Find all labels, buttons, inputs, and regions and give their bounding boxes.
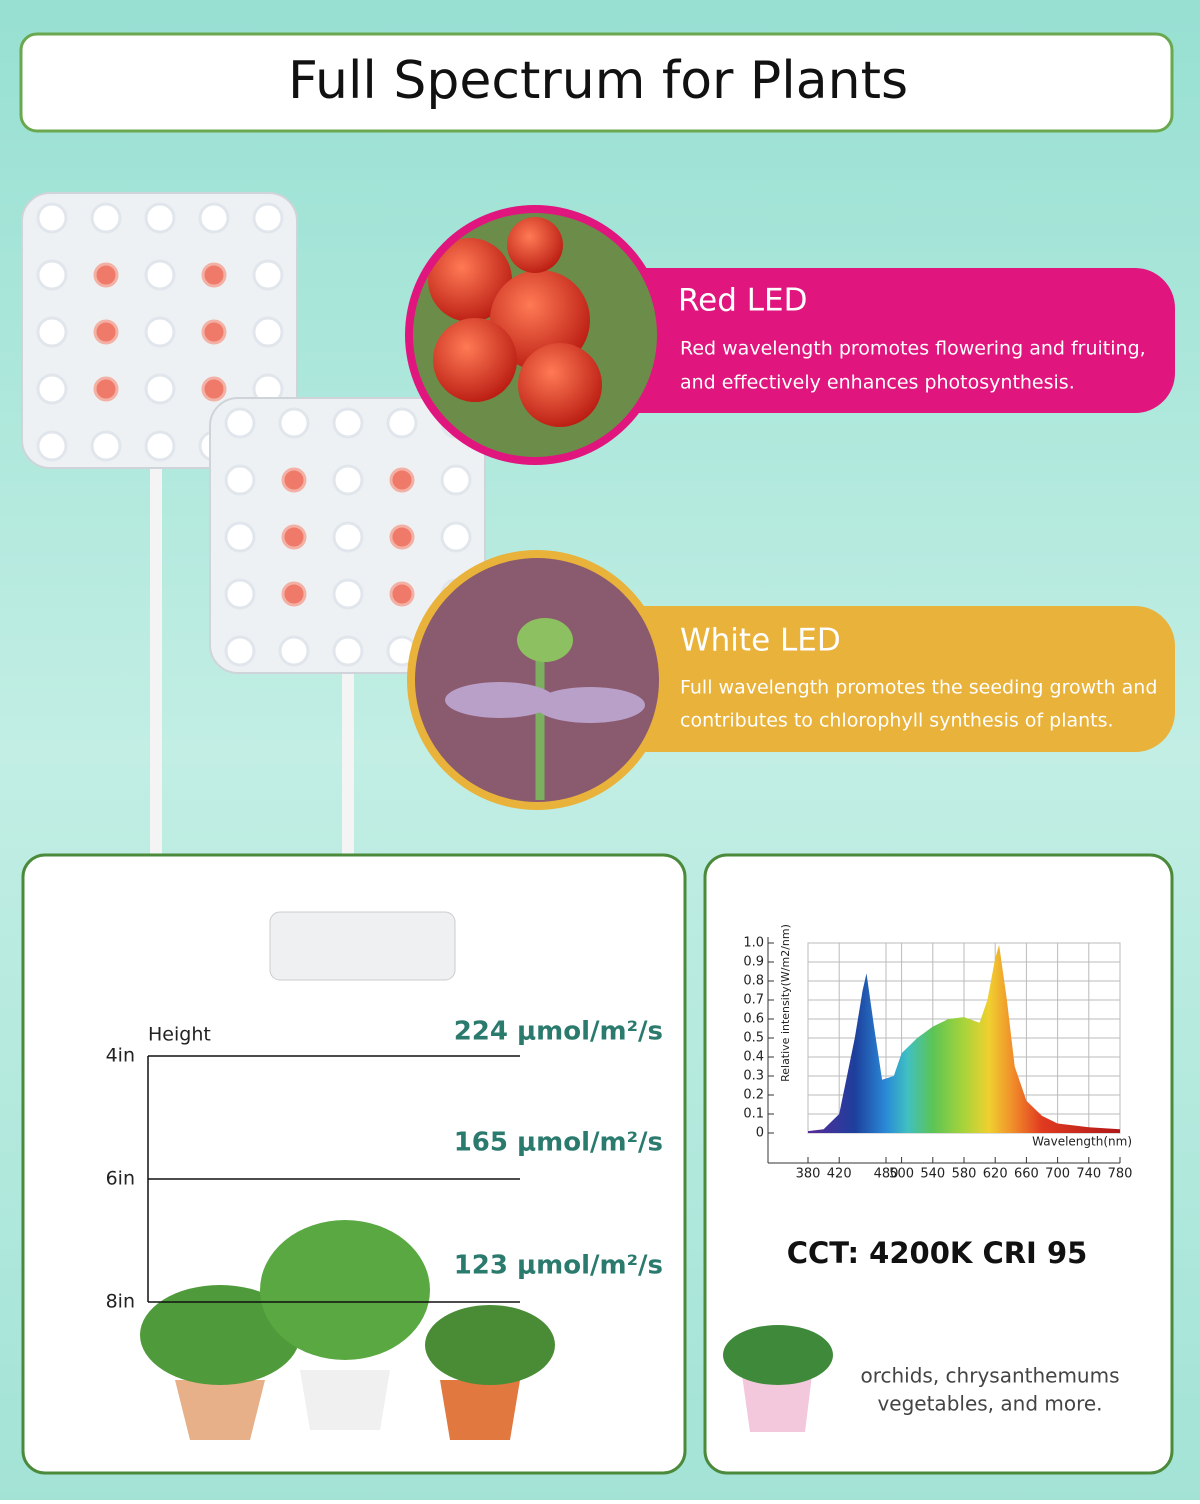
white-led bbox=[144, 259, 176, 291]
x-tick-label: 500 bbox=[889, 1167, 914, 1182]
feature-text: and effectively enhances photosynthesis. bbox=[680, 372, 1075, 394]
height-label: 6in bbox=[106, 1168, 135, 1190]
x-tick-label: 480 bbox=[874, 1167, 899, 1182]
seedling-photo bbox=[415, 558, 659, 802]
height-label: 4in bbox=[106, 1045, 135, 1067]
height-label: 8in bbox=[106, 1291, 135, 1313]
y-tick-label: 0.1 bbox=[743, 1107, 764, 1122]
white-led bbox=[36, 259, 68, 291]
header-box bbox=[19, 32, 1174, 133]
red-led bbox=[201, 376, 227, 402]
y-tick-label: 0.5 bbox=[743, 1031, 764, 1046]
feature-title: Red LED bbox=[678, 283, 807, 319]
red-led bbox=[281, 467, 307, 493]
y-tick-label: 0.4 bbox=[743, 1050, 764, 1065]
white-led bbox=[224, 521, 256, 553]
white-led bbox=[90, 202, 122, 234]
white-led bbox=[278, 635, 310, 667]
lamp-icon bbox=[269, 911, 456, 981]
plant-icon bbox=[723, 1325, 833, 1432]
y-tick-label: 0.7 bbox=[743, 993, 764, 1008]
x-tick-label: 700 bbox=[1045, 1167, 1070, 1182]
white-led bbox=[224, 464, 256, 496]
red-led bbox=[93, 319, 119, 345]
white-led bbox=[144, 373, 176, 405]
y-tick-label: 0.2 bbox=[743, 1088, 764, 1103]
ppfd-value: 165 μmol/m²/s bbox=[454, 1128, 663, 1158]
axis-label: Height bbox=[148, 1024, 211, 1046]
specs: CCT: 4200K CRI 95 bbox=[787, 1236, 1088, 1270]
white-led bbox=[198, 202, 230, 234]
red-led bbox=[201, 262, 227, 288]
plant-text: orchids, chrysanthemums bbox=[860, 1364, 1119, 1388]
white-led bbox=[36, 373, 68, 405]
white-led bbox=[252, 202, 284, 234]
y-tick-label: 0.6 bbox=[743, 1012, 764, 1027]
white-led bbox=[144, 316, 176, 348]
red-led bbox=[281, 581, 307, 607]
white-led bbox=[440, 521, 472, 553]
y-tick-label: 0 bbox=[756, 1126, 764, 1141]
white-led bbox=[144, 430, 176, 462]
feature-text: Full wavelength promotes the seeding gro… bbox=[680, 677, 1157, 699]
red-led bbox=[281, 524, 307, 550]
red-led bbox=[389, 467, 415, 493]
x-tick-label: 780 bbox=[1108, 1167, 1133, 1182]
x-tick-label: 580 bbox=[952, 1167, 977, 1182]
plants-photo bbox=[140, 1220, 555, 1440]
x-axis-label: Wavelength(nm) bbox=[1032, 1135, 1132, 1149]
feature-pill bbox=[560, 268, 1175, 413]
plant-text: vegetables, and more. bbox=[877, 1392, 1102, 1416]
pole bbox=[342, 665, 354, 855]
red-led bbox=[93, 262, 119, 288]
feature-text: Red wavelength promotes flowering and fr… bbox=[680, 338, 1146, 360]
y-tick-label: 0.8 bbox=[743, 974, 764, 989]
white-led bbox=[332, 635, 364, 667]
white-led bbox=[224, 635, 256, 667]
pole bbox=[150, 460, 162, 855]
white-led bbox=[36, 430, 68, 462]
white-led bbox=[440, 464, 472, 496]
white-led bbox=[278, 407, 310, 439]
white-led bbox=[36, 316, 68, 348]
white-led bbox=[332, 578, 364, 610]
x-tick-label: 380 bbox=[796, 1167, 821, 1182]
y-tick-label: 0.3 bbox=[743, 1069, 764, 1084]
white-led bbox=[332, 464, 364, 496]
red-led bbox=[389, 524, 415, 550]
red-led bbox=[93, 376, 119, 402]
white-led bbox=[386, 407, 418, 439]
white-led bbox=[90, 430, 122, 462]
white-led bbox=[36, 202, 68, 234]
tomato-photo bbox=[413, 213, 657, 457]
x-tick-label: 420 bbox=[827, 1167, 852, 1182]
white-led bbox=[332, 407, 364, 439]
y-tick-label: 1.0 bbox=[743, 936, 764, 951]
x-tick-label: 540 bbox=[920, 1167, 945, 1182]
feature-text: contributes to chlorophyll synthesis of … bbox=[680, 710, 1114, 732]
ppfd-chart: Height 4in 224 μmol/m²/s 6in 165 μmol/m²/s 8… bbox=[106, 911, 663, 1440]
ppfd-value: 224 μmol/m²/s bbox=[454, 1017, 663, 1047]
red-led bbox=[389, 581, 415, 607]
white-led bbox=[332, 521, 364, 553]
x-tick-label: 740 bbox=[1076, 1167, 1101, 1182]
x-tick-label: 660 bbox=[1014, 1167, 1039, 1182]
y-axis-label: Relative intensity(W/m2/nm) bbox=[779, 924, 792, 1082]
white-led bbox=[224, 578, 256, 610]
red-led bbox=[201, 319, 227, 345]
lamp-panels bbox=[21, 192, 486, 674]
spectrum-area bbox=[808, 944, 1120, 1133]
x-tick-label: 620 bbox=[983, 1167, 1008, 1182]
white-led bbox=[252, 259, 284, 291]
title: Full Spectrum for Plants bbox=[288, 51, 908, 111]
white-led bbox=[252, 316, 284, 348]
feature-pill bbox=[560, 606, 1175, 752]
ppfd-value: 123 μmol/m²/s bbox=[454, 1251, 663, 1281]
white-led bbox=[224, 407, 256, 439]
spectrum-chart: 0 0.1 0.2 0.3 0.4 0.5 0.6 0.7 0.8 0.9 1.0 380 420 480… bbox=[743, 924, 1132, 1181]
y-tick-label: 0.9 bbox=[743, 955, 764, 970]
white-led bbox=[144, 202, 176, 234]
feature-title: White LED bbox=[680, 623, 841, 659]
